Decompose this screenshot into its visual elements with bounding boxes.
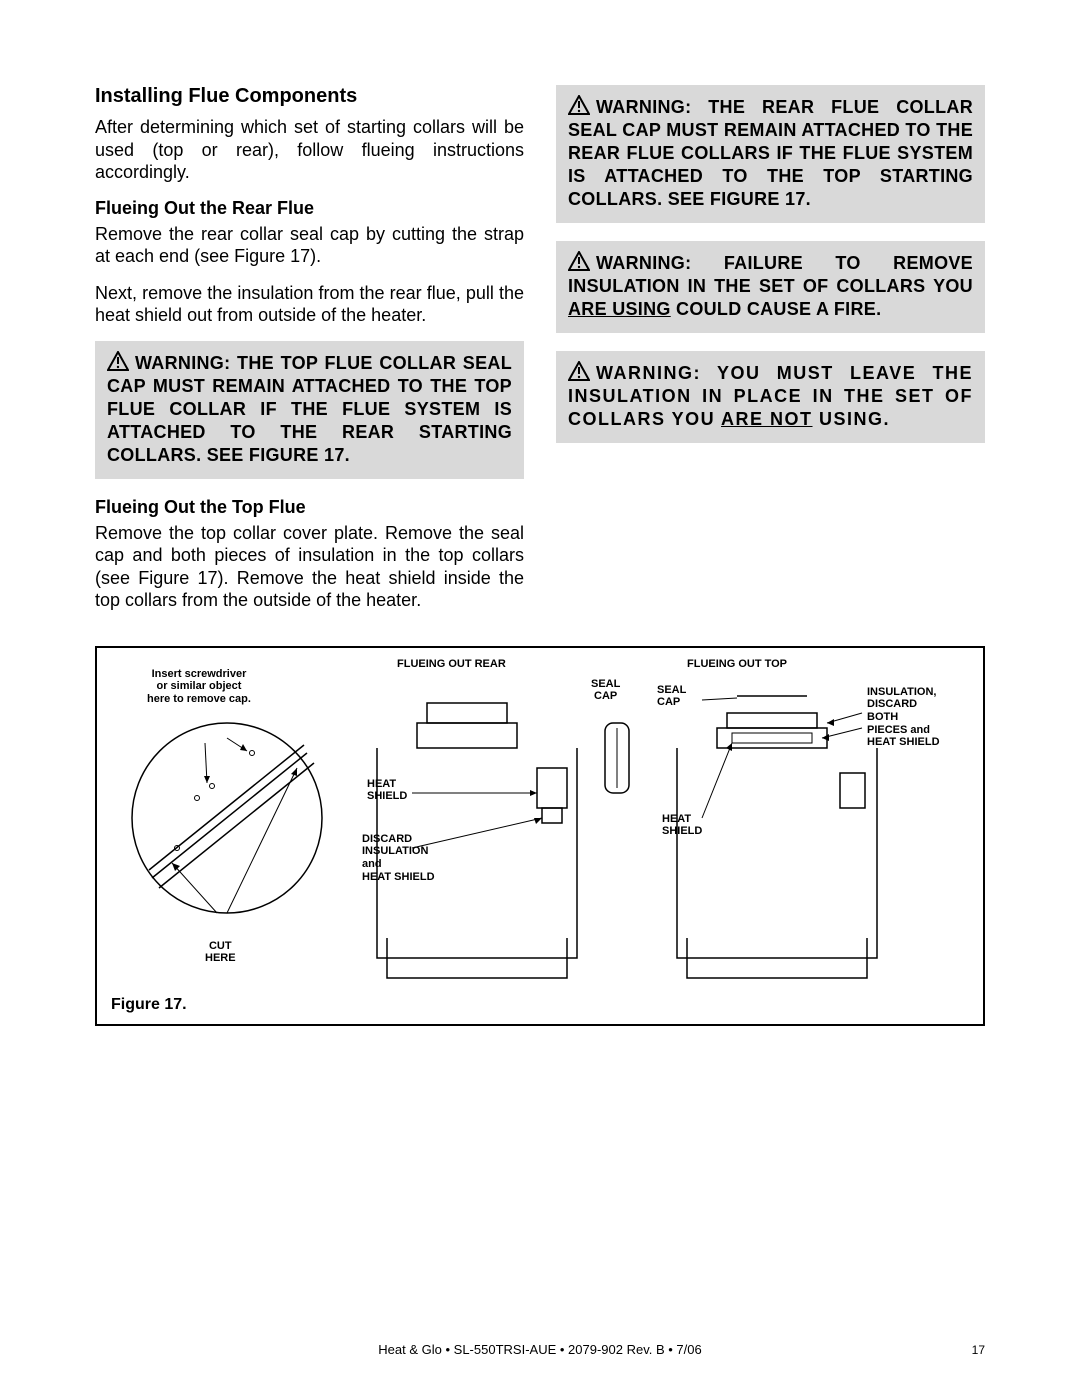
figure-caption: Figure 17. xyxy=(111,996,187,1014)
diagram-circle-cap xyxy=(117,688,337,948)
page-number: 17 xyxy=(972,1343,985,1357)
label-heat-shield-2: HEAT SHIELD xyxy=(662,813,702,838)
left-column: Installing Flue Components After determi… xyxy=(95,85,524,626)
warning-text-3: WARNING: FAILURE TO REMOVE INSULATION IN… xyxy=(568,251,973,321)
warning-text-4: WARNING: YOU MUST LEAVE THE INSULATION I… xyxy=(568,361,973,431)
label-seal-cap-2: SEAL CAP xyxy=(657,684,686,709)
warning-box-3: WARNING: FAILURE TO REMOVE INSULATION IN… xyxy=(556,241,985,333)
label-heat-shield-1: HEAT SHIELD xyxy=(367,778,407,803)
warning-icon xyxy=(568,95,590,115)
subheading-rear-flue: Flueing Out the Rear Flue xyxy=(95,198,524,219)
warning-icon xyxy=(107,351,129,371)
label-insulation-discard: INSULATION, DISCARD BOTH PIECES and HEAT… xyxy=(867,686,940,749)
warning-box-4: WARNING: YOU MUST LEAVE THE INSULATION I… xyxy=(556,351,985,443)
label-discard-insulation: DISCARD INSULATION and HEAT SHIELD xyxy=(362,833,435,884)
page: Installing Flue Components After determi… xyxy=(0,0,1080,1066)
warning-3-b: COULD CAUSE A FIRE. xyxy=(671,299,882,319)
warning-box-1: WARNING: THE TOP FLUE COLLAR SEAL CAP MU… xyxy=(95,341,524,479)
figure-17: FLUEING OUT REAR FLUEING OUT TOP Ins xyxy=(95,646,985,1026)
warning-text-1: WARNING: THE TOP FLUE COLLAR SEAL CAP MU… xyxy=(107,351,512,467)
label-insert-screwdriver: Insert screwdriver or similar object her… xyxy=(147,668,251,706)
rear-flue-p2: Next, remove the insulation from the rea… xyxy=(95,282,524,327)
right-column: WARNING: THE REAR FLUE COLLAR SEAL CAP M… xyxy=(556,85,985,626)
warning-icon xyxy=(568,361,590,381)
warning-3-a: WARNING: FAILURE TO REMOVE INSULATION IN… xyxy=(568,253,973,296)
warning-3-underline: ARE USING xyxy=(568,299,671,319)
label-seal-cap-1: SEAL CAP xyxy=(591,678,620,703)
two-column-layout: Installing Flue Components After determi… xyxy=(95,85,985,626)
fig-title-rear: FLUEING OUT REAR xyxy=(397,658,506,671)
section-heading: Installing Flue Components xyxy=(95,85,524,108)
label-cut-here: CUT HERE xyxy=(205,940,236,965)
page-footer: Heat & Glo • SL-550TRSI-AUE • 2079-902 R… xyxy=(0,1342,1080,1357)
fig-title-top: FLUEING OUT TOP xyxy=(687,658,787,671)
warning-icon xyxy=(568,251,590,271)
subheading-top-flue: Flueing Out the Top Flue xyxy=(95,497,524,518)
warning-text-2: WARNING: THE REAR FLUE COLLAR SEAL CAP M… xyxy=(568,95,973,211)
top-flue-p1: Remove the top collar cover plate. Remov… xyxy=(95,522,524,612)
intro-paragraph: After determining which set of starting … xyxy=(95,116,524,184)
warning-box-2: WARNING: THE REAR FLUE COLLAR SEAL CAP M… xyxy=(556,85,985,223)
warning-1-text: WARNING: THE TOP FLUE COLLAR SEAL CAP MU… xyxy=(107,353,512,465)
warning-2-text: WARNING: THE REAR FLUE COLLAR SEAL CAP M… xyxy=(568,97,973,209)
diagram-seal-cap-piece xyxy=(597,718,637,808)
rear-flue-p1: Remove the rear collar seal cap by cutti… xyxy=(95,223,524,268)
warning-4-underline: ARE NOT xyxy=(721,409,813,429)
warning-4-b: USING. xyxy=(813,409,891,429)
